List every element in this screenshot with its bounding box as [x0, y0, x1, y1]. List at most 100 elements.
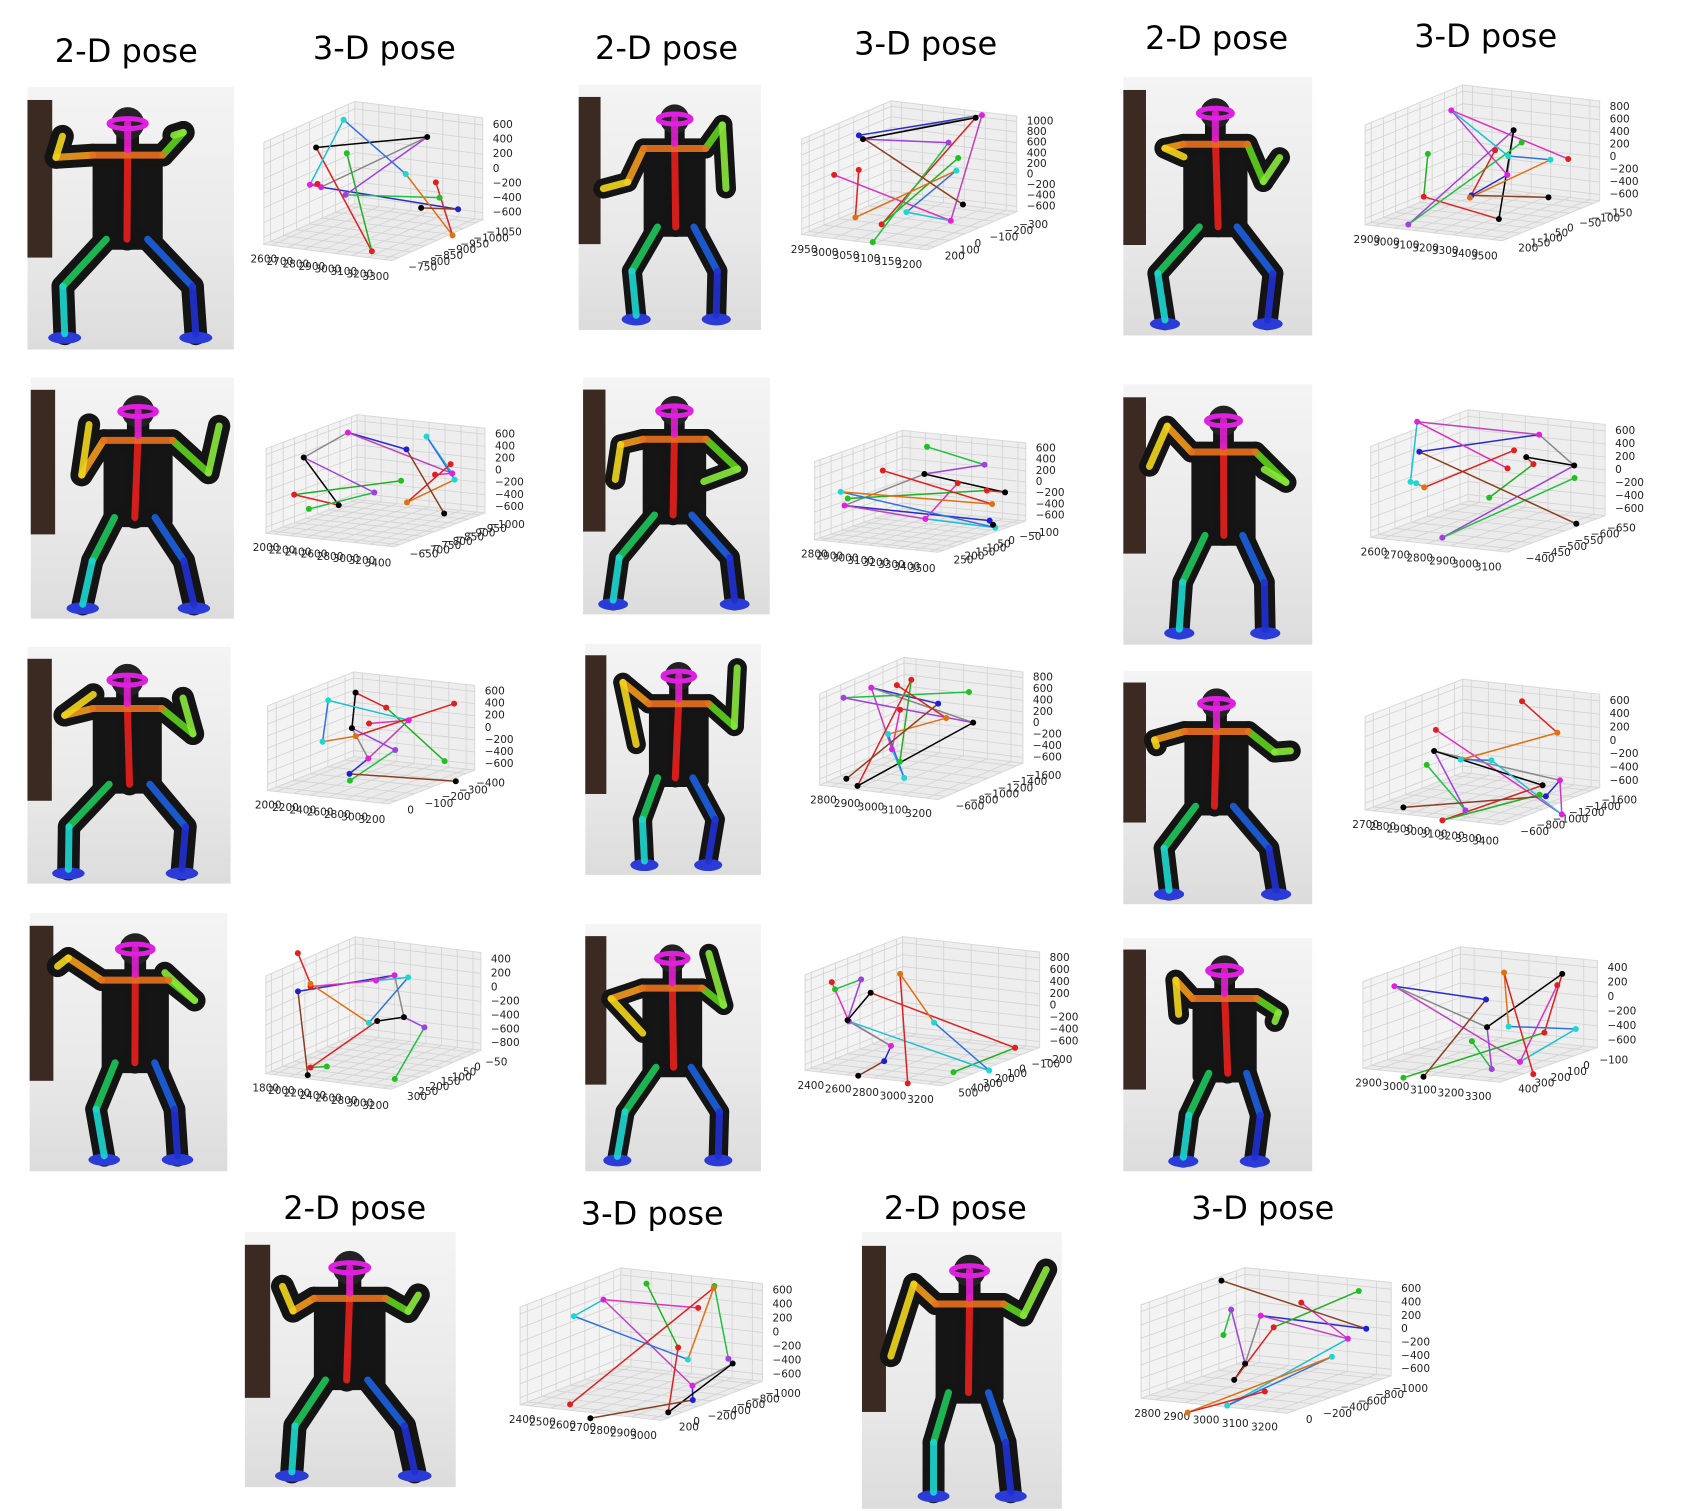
grid-line	[1389, 800, 1527, 816]
grid-line	[891, 180, 1017, 197]
x-tick-label: 3100	[1393, 239, 1420, 251]
z-tick-label: 200	[491, 967, 511, 979]
y-tick-label: 0	[693, 1416, 700, 1428]
shoe	[1164, 627, 1195, 640]
joint-3d	[1530, 461, 1537, 468]
skeleton-bone	[59, 282, 69, 338]
joint-3d	[451, 700, 458, 707]
y-tick-label: −1200	[998, 782, 1034, 794]
skeleton-bone	[1264, 269, 1277, 324]
x-tick-label: 3200	[1251, 1422, 1278, 1434]
skeleton-bone-3d	[844, 504, 926, 520]
x-tick-label: 2000	[255, 799, 282, 811]
joint-3d	[844, 495, 851, 502]
z-tick-label: −600	[1610, 189, 1639, 201]
joint-3d	[954, 480, 961, 487]
skeleton-bone	[690, 223, 721, 275]
skeleton-bone	[1239, 531, 1268, 586]
skeleton-bone-3d	[1442, 784, 1543, 822]
y-tick-label: 150	[975, 547, 995, 559]
x-tick-label: 2000	[253, 542, 280, 554]
x-tick-label: 2700	[1352, 819, 1379, 831]
grid-line	[351, 501, 480, 516]
face-keypoints	[1195, 105, 1235, 121]
grid-line	[357, 432, 486, 447]
skeleton-bone-3d	[1230, 1309, 1246, 1364]
joint-3d	[1242, 1360, 1249, 1367]
grid-line	[353, 701, 475, 717]
skeleton-bone	[61, 690, 97, 719]
skeleton-bone-3d	[1488, 463, 1534, 499]
skeleton-bone	[1145, 422, 1171, 470]
skeleton-bone	[188, 282, 200, 338]
x-tick-label: 3000	[341, 812, 368, 824]
x-tick-label: 2900	[1163, 1411, 1190, 1423]
skeleton-bone-3d	[1422, 998, 1487, 1078]
grid-line	[1371, 221, 1509, 239]
grid-line	[1370, 455, 1469, 493]
skeleton-bone	[92, 1105, 108, 1160]
joint-3d	[986, 517, 993, 524]
pose-3d-title: 3-D pose	[1191, 1189, 1334, 1227]
z-tick-label: 200	[1033, 706, 1053, 718]
x-tick-label: 2600	[251, 253, 278, 265]
face-keypoints	[1203, 413, 1243, 429]
grid-line	[1243, 1370, 1348, 1410]
joint-3d	[1517, 1058, 1524, 1065]
skeleton-bone-3d	[1433, 750, 1467, 811]
z-tick-label: 400	[1027, 147, 1047, 159]
grid-line	[599, 1373, 741, 1391]
z-tick-label: 400	[772, 1299, 792, 1311]
shoe	[66, 602, 99, 615]
grid-line	[811, 1067, 949, 1084]
skeleton-bone-3d	[349, 773, 456, 782]
grid-line	[826, 781, 946, 797]
x-tick-label: 2800	[331, 1095, 358, 1107]
skeleton-bone-3d	[953, 1047, 1016, 1073]
grid-line	[263, 152, 356, 194]
skeleton-bone	[146, 780, 190, 831]
joint-3d	[352, 733, 359, 740]
grid-line	[1442, 780, 1540, 819]
grid-line	[1140, 1287, 1246, 1326]
pose-3d-title: 3-D pose	[854, 24, 997, 62]
grid-line	[1364, 725, 1463, 764]
grid-line	[283, 235, 412, 253]
grid-line	[265, 456, 358, 492]
x-tick-label: 3200	[895, 259, 922, 271]
joint-3d	[365, 755, 372, 762]
joint-3d	[1391, 983, 1398, 990]
joint-3d	[1224, 1402, 1231, 1409]
grid-line	[1362, 997, 1461, 1033]
joint-3d	[1492, 147, 1499, 154]
joint-3d	[340, 116, 347, 123]
grid-line	[804, 942, 903, 982]
joint-3d	[346, 777, 353, 784]
joint-3d	[432, 179, 439, 186]
joint-3d	[404, 499, 411, 506]
z-tick-label: 600	[1610, 114, 1630, 126]
grid-line	[283, 526, 412, 541]
grid-line	[1453, 194, 1551, 236]
grid-line	[620, 1274, 763, 1291]
grid-line	[1424, 778, 1523, 817]
joint-3d	[1536, 791, 1543, 798]
joint-3d	[904, 1080, 911, 1087]
grid-line	[265, 971, 356, 1012]
grid-line	[1462, 140, 1600, 158]
skeleton-bone-3d	[1442, 477, 1575, 539]
skeleton-bone	[1253, 995, 1282, 1017]
grid-line	[1462, 685, 1600, 702]
x-tick-label: 2800	[852, 1087, 879, 1099]
joint-3d	[365, 1019, 372, 1026]
z-tick-label: −600	[772, 1368, 801, 1380]
grid-line	[819, 696, 905, 735]
skeleton-bone	[668, 979, 678, 1071]
y-tick-label: −50	[1019, 531, 1041, 543]
grid-line	[620, 1288, 763, 1305]
skeleton-bone	[628, 223, 661, 275]
joint-3d	[313, 144, 320, 151]
skeleton-bone-3d	[320, 136, 428, 188]
skeleton-bone-3d	[321, 186, 459, 210]
grid-line	[263, 122, 356, 165]
